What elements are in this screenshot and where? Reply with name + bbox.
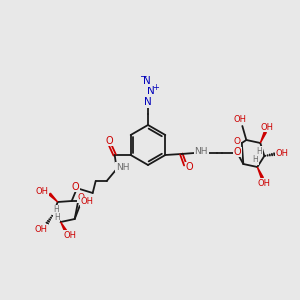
Text: N: N (143, 76, 151, 86)
Polygon shape (260, 131, 266, 143)
Text: OH: OH (63, 230, 76, 239)
Text: OH: OH (80, 197, 93, 206)
Text: N: N (144, 97, 152, 107)
Text: OH: OH (276, 149, 289, 158)
Text: OH: OH (261, 122, 274, 131)
Text: NH: NH (195, 148, 208, 157)
Text: O: O (233, 147, 241, 157)
Text: O: O (233, 136, 240, 146)
Text: O: O (106, 136, 113, 146)
Text: H: H (256, 146, 262, 155)
Text: OH: OH (34, 224, 47, 233)
Text: O: O (72, 182, 80, 192)
Text: H: H (53, 206, 58, 214)
Polygon shape (257, 167, 263, 178)
Text: O: O (78, 194, 85, 202)
Text: NH: NH (116, 163, 129, 172)
Text: OH: OH (258, 178, 271, 188)
Text: N: N (147, 86, 155, 96)
Text: H: H (252, 155, 258, 164)
Text: +: + (153, 82, 159, 91)
Text: OH: OH (234, 115, 247, 124)
Text: −: − (139, 71, 147, 80)
Text: H: H (54, 212, 60, 221)
Polygon shape (49, 193, 58, 202)
Text: O: O (185, 162, 193, 172)
Polygon shape (61, 222, 67, 232)
Text: OH: OH (35, 187, 48, 196)
